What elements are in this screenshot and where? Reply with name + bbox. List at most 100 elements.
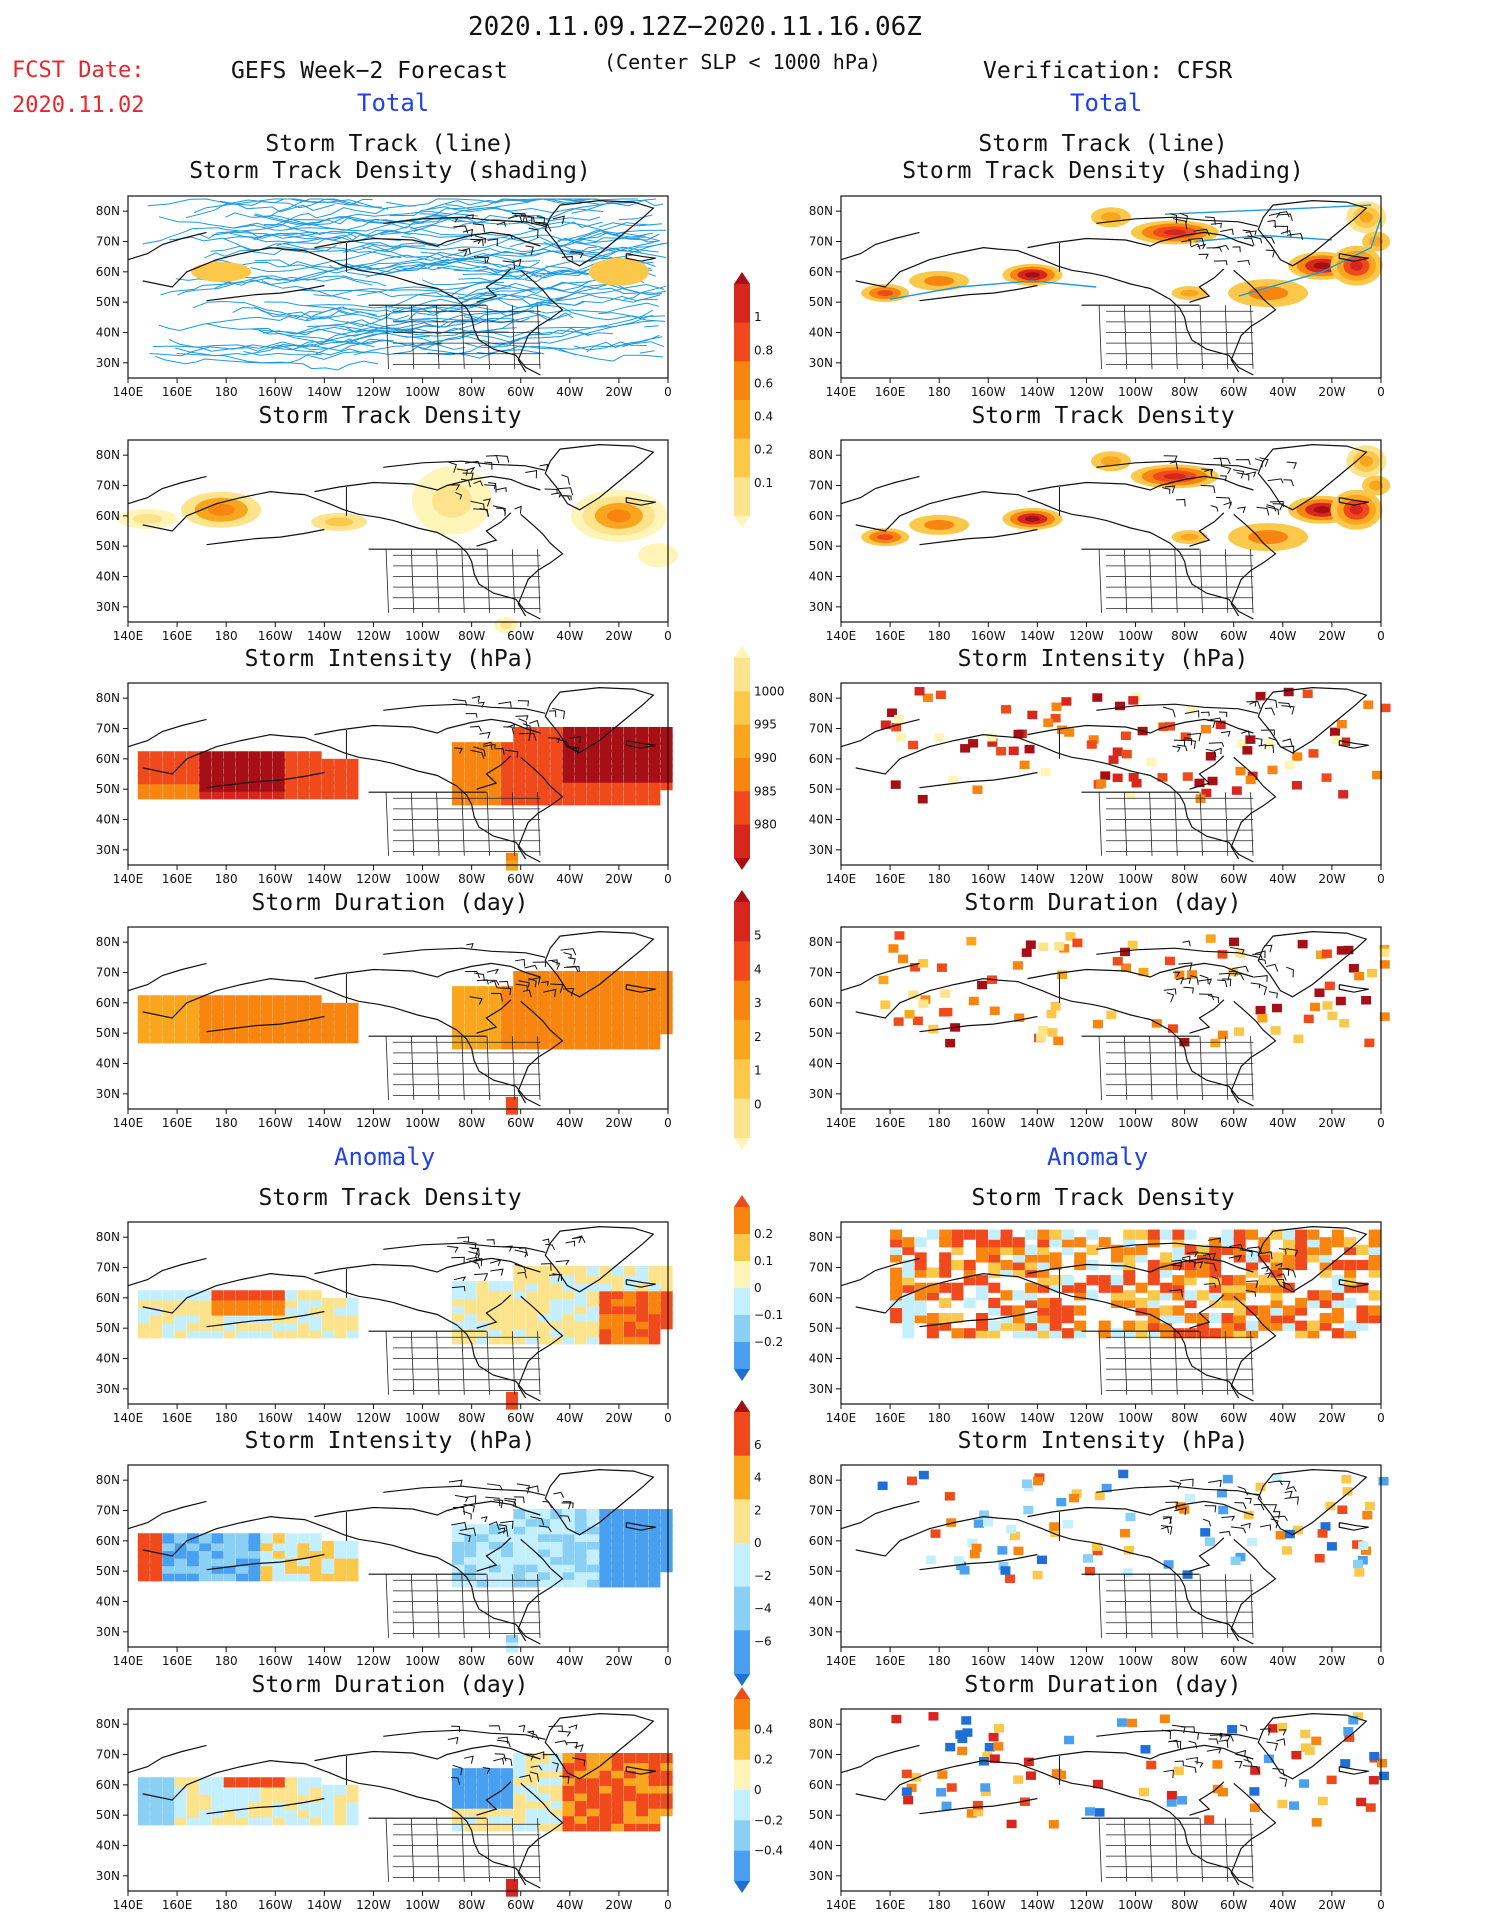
island [499, 980, 510, 989]
grid-cell [890, 1313, 903, 1324]
grid-cell [550, 1546, 563, 1558]
track-line [644, 325, 659, 328]
grid-cell [150, 1800, 163, 1811]
grid-cell [1106, 1010, 1117, 1020]
grid-cell [260, 1328, 273, 1339]
grid-cell [236, 1571, 248, 1582]
lon-label: 140W [307, 629, 342, 643]
grid-cell [1282, 1546, 1293, 1555]
lon-label: 140W [307, 385, 342, 399]
grid-cell [537, 1813, 550, 1824]
grid-cell [1111, 1282, 1123, 1293]
grid-cell [464, 993, 477, 1004]
grid-cell [513, 1524, 526, 1535]
track-line [420, 250, 635, 260]
grid-cell [211, 1540, 224, 1552]
grid-cell [501, 1326, 514, 1337]
grid-cell [272, 1540, 285, 1552]
lat-label: 70N [96, 479, 120, 493]
colorbar-label: −0.1 [754, 1308, 783, 1322]
lat-label: 60N [809, 265, 833, 279]
grid-cell [1311, 1818, 1322, 1827]
track-line [548, 346, 664, 362]
lon-label: 40W [1269, 1116, 1296, 1130]
grid-cell [501, 1813, 514, 1824]
track-line [155, 353, 323, 365]
lon-label: 0 [664, 629, 672, 643]
grid-cell [979, 1510, 990, 1519]
lon-label: 140E [826, 1898, 857, 1912]
grid-cell [174, 766, 187, 777]
island [549, 1273, 563, 1281]
grid-cell [1365, 1803, 1376, 1812]
grid-cell [211, 1297, 224, 1309]
grid-cell [599, 1813, 612, 1824]
island [1260, 1728, 1271, 1736]
grid-cell [162, 1018, 175, 1029]
grid-cell [346, 1018, 359, 1029]
grid-cell [211, 1548, 224, 1559]
island [1207, 994, 1219, 1003]
grid-cell [285, 1784, 298, 1796]
grid-cell [890, 1237, 903, 1248]
grid-cell [599, 1577, 612, 1588]
grid-cell [334, 1313, 347, 1324]
track-line [426, 198, 592, 210]
grid-cell [537, 1508, 550, 1520]
lon-label: 120W [1069, 385, 1104, 399]
lon-label: 140W [1020, 872, 1055, 886]
grid-cell [660, 1546, 673, 1558]
axes: 140E 160E 180 160W 140W 120W 100W 80W 60W 40W 20W 0… [96, 926, 672, 1130]
island [1181, 1258, 1196, 1268]
island [505, 749, 519, 758]
grid-cell [334, 1792, 347, 1803]
grid-cell [537, 1806, 550, 1817]
island [1272, 503, 1284, 511]
state-line [486, 305, 490, 369]
grid-cell [223, 1297, 236, 1309]
grid-cell [986, 732, 997, 742]
panel-title-duration-total-right: Storm Duration (day) [964, 890, 1242, 916]
grid-cell [452, 742, 464, 753]
lon-label: 120W [356, 1654, 391, 1668]
grid-cell [297, 1563, 310, 1574]
grid-cell [574, 1008, 587, 1020]
state-line [1123, 1331, 1128, 1395]
grid-cell [525, 1790, 538, 1802]
island [465, 460, 481, 468]
grid-cell [660, 970, 673, 982]
grid-cell [1221, 1282, 1234, 1293]
grid-cell [1368, 1252, 1381, 1263]
grid-cell [513, 749, 526, 760]
grid-cell [1344, 1259, 1357, 1271]
grid-cell [587, 1265, 599, 1277]
grid-cell [285, 1313, 298, 1324]
island [469, 996, 483, 1005]
track-line [233, 218, 424, 231]
coastline-1 [1027, 718, 1254, 736]
grid-cell [1160, 1313, 1173, 1324]
grid-cell [648, 978, 661, 989]
grid-cell [525, 1334, 538, 1345]
grid-cell [488, 1798, 501, 1809]
grid-cell [1160, 1267, 1173, 1278]
arctic-islands [1162, 455, 1297, 516]
grid-cell [525, 1577, 538, 1588]
grid-cell [525, 1319, 538, 1330]
grid-cell [1160, 1259, 1173, 1271]
grid-cell [1146, 757, 1157, 767]
grid-cell [550, 734, 563, 745]
grid-cell [272, 789, 285, 800]
lon-label: 180 [928, 1411, 951, 1425]
grid-cell [940, 989, 951, 998]
state-line [1098, 1574, 1102, 1638]
lon-label: 60W [507, 1411, 534, 1425]
grid-cell [1012, 1252, 1025, 1263]
state-line [461, 1818, 465, 1882]
grid-cell [525, 1508, 538, 1520]
grid-cell [1368, 1244, 1381, 1255]
grid-cell [537, 1024, 550, 1035]
island [1221, 978, 1232, 987]
coastline-2 [517, 1000, 564, 1104]
grid-cell [501, 1334, 514, 1345]
